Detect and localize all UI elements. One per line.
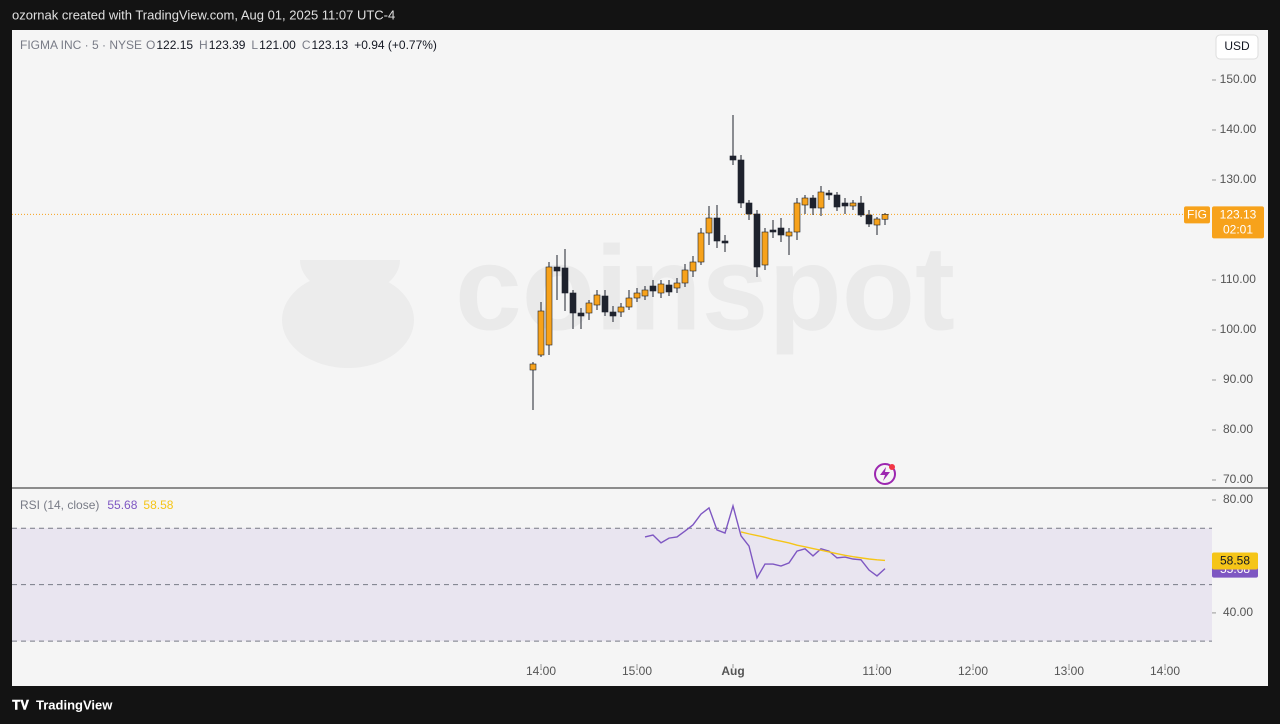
legend-high: 123.39 bbox=[209, 38, 246, 52]
candle-body bbox=[857, 202, 865, 216]
y-tick-label: 100.00 bbox=[1220, 322, 1257, 336]
candle-body bbox=[745, 202, 753, 215]
x-tick-label: 15:00 bbox=[622, 664, 652, 678]
y-tick-label: 80.00 bbox=[1223, 492, 1253, 506]
rsi-readout: 55.68 bbox=[107, 498, 137, 512]
candle-body bbox=[865, 214, 873, 225]
candle-body bbox=[793, 202, 801, 233]
candle-body bbox=[545, 266, 553, 346]
candle-body bbox=[761, 231, 769, 266]
legend-change: +0.94 (+0.77%) bbox=[354, 38, 437, 52]
candle-body bbox=[705, 217, 713, 234]
event-icon-bolt bbox=[880, 467, 890, 481]
candle-body bbox=[729, 155, 737, 161]
y-tick-label: 130.00 bbox=[1220, 172, 1257, 186]
candle-body bbox=[801, 197, 809, 206]
y-tick-label: 140.00 bbox=[1220, 122, 1257, 136]
y-tick-label: 150.00 bbox=[1220, 72, 1257, 86]
candle-body bbox=[809, 197, 817, 209]
x-tick-label: 13:00 bbox=[1054, 664, 1084, 678]
y-tick-label: 110.00 bbox=[1220, 272, 1256, 286]
rsi-title: RSI (14, close) bbox=[20, 498, 99, 512]
rsi-tag bbox=[1212, 552, 1258, 570]
x-tick-label: 11:00 bbox=[862, 664, 891, 678]
candle-body bbox=[713, 217, 721, 242]
x-tick-label: 14:00 bbox=[1150, 664, 1180, 678]
legend-o: O bbox=[146, 38, 155, 52]
watermark-logo bbox=[282, 272, 414, 368]
candle-body bbox=[833, 194, 841, 208]
y-tick-label: 90.00 bbox=[1223, 372, 1253, 386]
price-tag bbox=[1212, 206, 1264, 239]
footer bbox=[0, 688, 1280, 724]
rsi-readout: 58.58 bbox=[143, 498, 173, 512]
y-tick-label: 80.00 bbox=[1223, 422, 1253, 436]
x-tick-label: 14:00 bbox=[526, 664, 556, 678]
candle-body bbox=[625, 297, 633, 308]
candle-body bbox=[569, 292, 577, 314]
legend-c: C bbox=[302, 38, 311, 52]
rsi-line bbox=[740, 531, 886, 562]
candle-body bbox=[665, 284, 673, 293]
candle-body bbox=[537, 310, 545, 356]
rsi-line bbox=[644, 503, 886, 580]
symbol-tag-text: FIG bbox=[1187, 208, 1207, 222]
candle-body bbox=[873, 218, 881, 226]
y-tick-label: 40.00 bbox=[1223, 605, 1253, 619]
candle-body bbox=[657, 283, 665, 294]
candle-body bbox=[673, 282, 681, 289]
credit: ozornak created with TradingView.com, Au… bbox=[12, 7, 395, 22]
symbol-title: FIGMA INC · 5 · NYSE bbox=[20, 38, 142, 52]
candle-body bbox=[697, 232, 705, 263]
candle-body bbox=[721, 240, 729, 244]
candle-body bbox=[785, 231, 793, 237]
candle-body bbox=[841, 202, 849, 207]
currency[interactable]: USD bbox=[1224, 39, 1250, 53]
candle-body bbox=[609, 311, 617, 317]
candle-body bbox=[689, 261, 697, 272]
candle-body bbox=[753, 213, 761, 268]
candle-body bbox=[881, 214, 889, 220]
chart-area bbox=[12, 30, 1268, 686]
candle-body bbox=[601, 295, 609, 313]
legend-l: L bbox=[251, 38, 258, 52]
legend-h: H bbox=[199, 38, 208, 52]
watermark-text: coinspot bbox=[455, 222, 955, 356]
candle-body bbox=[633, 292, 641, 299]
legend-close: 123.13 bbox=[311, 38, 348, 52]
candle-body bbox=[737, 159, 745, 204]
candle-body bbox=[585, 302, 593, 314]
legend-low: 121.00 bbox=[259, 38, 296, 52]
candle-body bbox=[617, 306, 625, 313]
event-icon[interactable] bbox=[874, 463, 896, 485]
candle-body bbox=[561, 267, 569, 294]
brand: TradingView bbox=[36, 697, 113, 712]
candle-body bbox=[825, 192, 833, 196]
legend-open: 122.15 bbox=[156, 38, 193, 52]
candle-body bbox=[817, 191, 825, 209]
symbol-tag bbox=[1184, 206, 1210, 224]
candle-body bbox=[681, 269, 689, 284]
candle-body bbox=[649, 285, 657, 292]
candle-body bbox=[593, 294, 601, 306]
candle-body bbox=[641, 289, 649, 297]
y-tick-label: 70.00 bbox=[1223, 472, 1253, 486]
candle-body bbox=[777, 227, 785, 236]
x-tick-label: 12:00 bbox=[958, 664, 988, 678]
x-tick-label: Aug bbox=[721, 664, 744, 678]
candle-body bbox=[529, 363, 537, 371]
candle-body bbox=[577, 312, 585, 317]
candle-body bbox=[769, 229, 777, 233]
brand-logo: 𝐓𝐕 bbox=[12, 697, 29, 712]
price-tag-text: 123.13 bbox=[1220, 208, 1257, 222]
countdown-text: 02:01 bbox=[1223, 223, 1253, 237]
candle-body bbox=[553, 266, 561, 272]
event-dot bbox=[889, 464, 895, 470]
rsi-tag-text: 58.58 bbox=[1220, 554, 1250, 568]
candle-body bbox=[849, 202, 857, 207]
currency-box[interactable] bbox=[1215, 34, 1259, 60]
